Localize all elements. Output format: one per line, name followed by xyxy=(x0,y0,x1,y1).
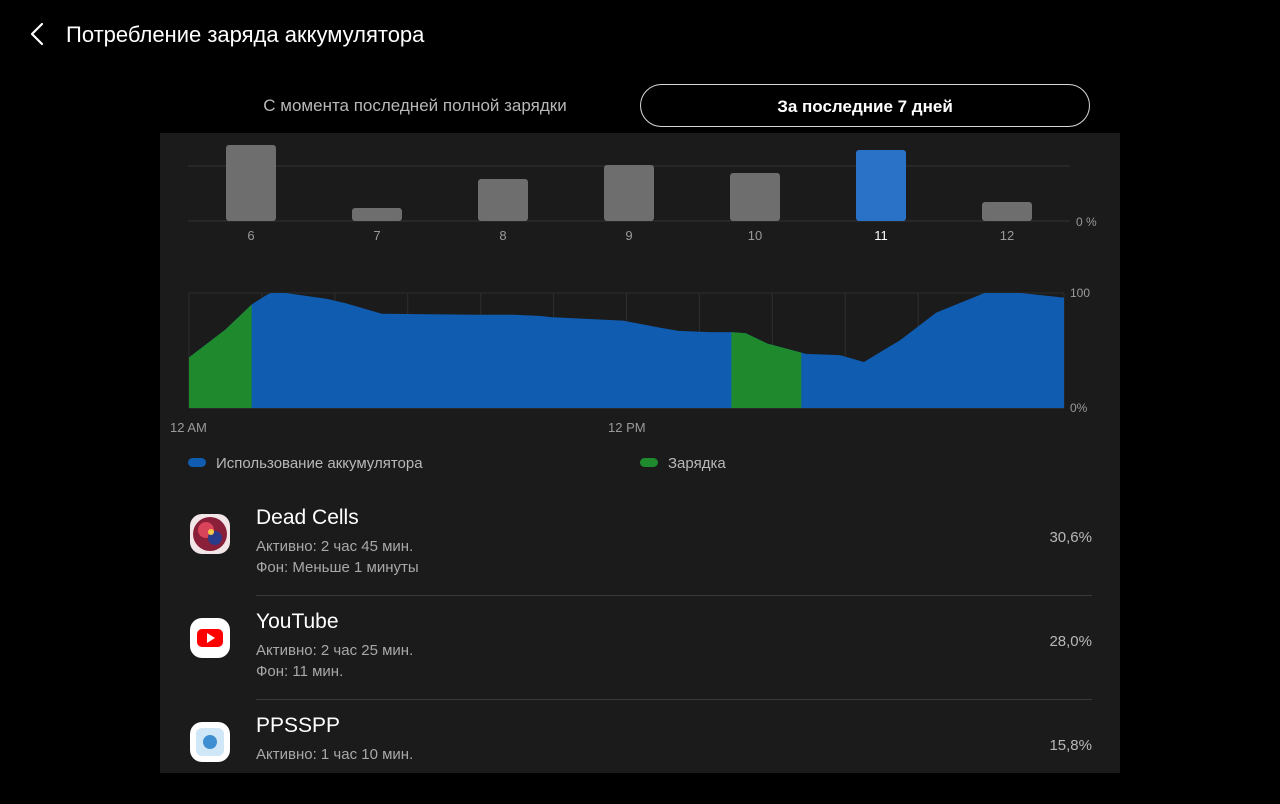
app-active-time: Активно: 2 час 25 мин. xyxy=(256,642,414,659)
bar-11 xyxy=(856,150,906,221)
bar-label-10: 10 xyxy=(748,228,762,243)
bar-label-7: 7 xyxy=(373,228,380,243)
divider xyxy=(256,595,1092,596)
app-row-youtube[interactable]: YouTube Активно: 2 час 25 мин. Фон: 11 м… xyxy=(160,596,1120,700)
chevron-left-icon xyxy=(30,22,44,46)
tab-last-7-days[interactable]: За последние 7 дней xyxy=(640,84,1090,127)
app-background-time: Фон: Меньше 1 минуты xyxy=(256,559,419,576)
app-name: YouTube xyxy=(256,610,339,633)
bar-8 xyxy=(478,179,528,221)
app-name: Dead Cells xyxy=(256,506,359,529)
bar-label-8: 8 xyxy=(499,228,506,243)
bar-label-6: 6 xyxy=(247,228,254,243)
divider xyxy=(256,699,1092,700)
bar-12 xyxy=(982,202,1032,221)
dead-cells-icon xyxy=(190,514,230,554)
app-background-time: Фон: 11 мин. xyxy=(256,663,344,680)
bar-10 xyxy=(730,173,780,221)
bar-7 xyxy=(352,208,402,221)
youtube-icon xyxy=(190,618,230,658)
app-row-dead-cells[interactable]: Dead Cells Активно: 2 час 45 мин. Фон: М… xyxy=(160,492,1120,596)
app-name: PPSSPP xyxy=(256,714,341,737)
bar-label-9: 9 xyxy=(625,228,632,243)
app-usage-percent: 28,0% xyxy=(1049,633,1092,650)
bar-axis-label: 0 % xyxy=(1076,215,1097,229)
bar-label-11: 11 xyxy=(874,228,888,243)
app-usage-percent: 30,6% xyxy=(1049,529,1092,546)
period-tabs: С момента последней полной зарядки За по… xyxy=(190,84,1092,127)
header: Потребление заряда аккумулятора xyxy=(0,0,1280,70)
area-y-label-bottom: 0% xyxy=(1070,401,1088,415)
back-button[interactable] xyxy=(22,18,54,50)
legend-charging-label: Зарядка xyxy=(668,455,726,472)
area-y-label-top: 100 xyxy=(1070,286,1090,300)
charging-area-1 xyxy=(731,293,802,408)
bar-label-12: 12 xyxy=(1000,228,1014,243)
legend-usage-label: Использование аккумулятора xyxy=(216,455,423,472)
legend-charging-swatch xyxy=(640,458,658,467)
legend-usage: Использование аккумулятора xyxy=(188,455,423,472)
legend-usage-swatch xyxy=(188,458,206,467)
tab-since-full-charge[interactable]: С момента последней полной зарядки xyxy=(263,96,567,115)
app-active-time: Активно: 1 час 10 мин. xyxy=(256,746,414,763)
bar-6 xyxy=(226,145,276,221)
app-row-ppsspp[interactable]: PPSSPP Активно: 1 час 10 мин. 15,8% xyxy=(160,700,1120,804)
app-active-time: Активно: 2 час 45 мин. xyxy=(256,538,414,555)
page-title: Потребление заряда аккумулятора xyxy=(66,22,425,47)
area-x-label-mid: 12 PM xyxy=(608,420,646,433)
charging-area-0 xyxy=(189,293,252,408)
ppsspp-icon xyxy=(190,722,230,762)
app-usage-percent: 15,8% xyxy=(1049,737,1092,754)
battery-card: 6 7 8 9 10 11 12 0 % 100 0% 12 AM 12 PM Использован… xyxy=(160,133,1120,773)
legend-charging: Зарядка xyxy=(640,455,726,472)
area-x-label-start: 12 AM xyxy=(170,420,207,433)
battery-charts: 6 7 8 9 10 11 12 0 % 100 0% 12 AM 12 PM xyxy=(170,145,1097,433)
bar-9 xyxy=(604,165,654,221)
